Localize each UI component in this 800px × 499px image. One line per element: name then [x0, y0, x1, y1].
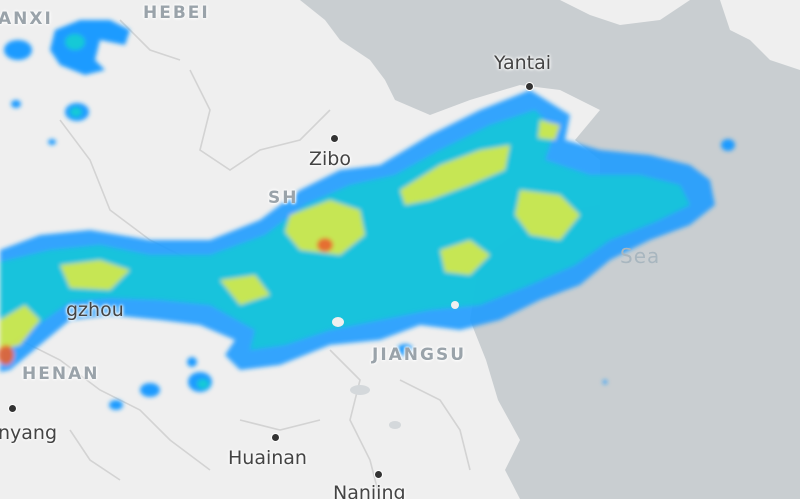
province-label-jiangsu: JIANGSU	[372, 345, 467, 365]
city-marker-nanyang	[8, 404, 17, 413]
radar-strong-cells	[0, 120, 580, 350]
city-label-huainan: Huainan	[228, 447, 307, 469]
land-northeast	[720, 0, 800, 70]
city-marker-huainan	[271, 433, 280, 442]
city-marker-zibo	[330, 134, 339, 143]
province-label-hebei: HEBEI	[143, 3, 210, 23]
lakes	[350, 385, 401, 429]
land-liaodong	[560, 0, 690, 25]
city-marker-yantai	[525, 82, 534, 91]
city-label-heze: gzhou	[66, 299, 124, 321]
city-label-yantai: Yantai	[494, 52, 552, 74]
radar-heavy-cells	[0, 238, 333, 365]
city-marker-nanjing	[374, 470, 383, 479]
city-label-zibo: Zibo	[309, 148, 351, 170]
sea-label: Sea	[620, 244, 661, 268]
province-label-shandong: SH	[268, 188, 299, 208]
radar-scattered-cells	[4, 20, 735, 410]
province-label-shanxi: ANXI	[0, 9, 53, 29]
city-label-nanjing: Nanjing	[333, 482, 406, 499]
radar-scattered-cores	[65, 34, 209, 389]
city-label-nanyang: nyang	[0, 422, 58, 444]
radar-gaps	[332, 301, 459, 327]
province-label-henan: HENAN	[22, 364, 100, 384]
